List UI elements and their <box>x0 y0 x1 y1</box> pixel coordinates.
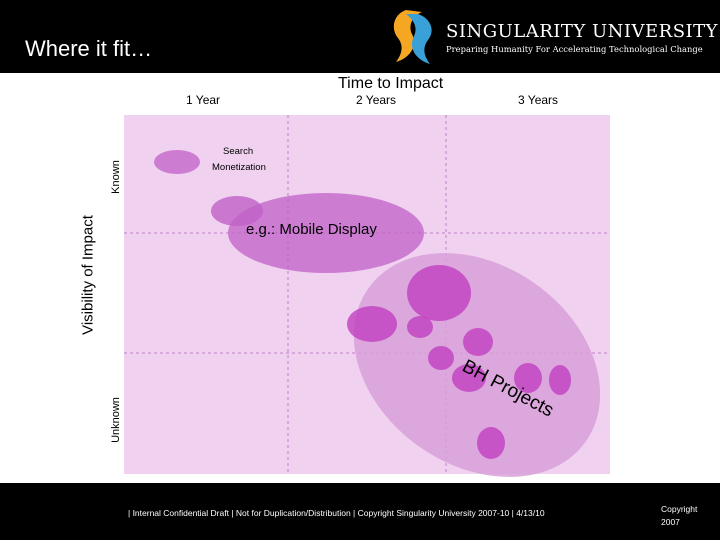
singularity-swirl-icon <box>393 10 432 64</box>
header-bar <box>0 0 720 73</box>
slide-title: Where it fit… <box>25 36 153 61</box>
x-tick-3-years: 3 Years <box>518 93 559 107</box>
bubble-bh-9 <box>477 427 505 459</box>
footer-bar <box>0 483 720 540</box>
bubble-bh-6 <box>452 364 486 392</box>
x-axis-title: Time to Impact <box>338 75 444 92</box>
bubble-bh-2 <box>347 306 397 342</box>
mobile-display-label: e.g.: Mobile Display <box>246 221 377 238</box>
bubble-bh-3 <box>407 316 433 338</box>
monetization-label: Monetization <box>212 162 266 173</box>
bubble-known-small <box>154 150 200 174</box>
x-tick-1-year: 1 Year <box>186 93 221 107</box>
bubble-bh-4 <box>463 328 493 356</box>
copyright-line-1: Copyright <box>661 504 698 514</box>
search-label: Search <box>223 146 254 157</box>
footer-text: | Internal Confidential Draft | Not for … <box>128 508 545 518</box>
logo-tagline: Preparing Humanity For Accelerating Tech… <box>446 44 703 54</box>
bubble-bh-5 <box>428 346 454 370</box>
bubble-bh-7 <box>514 363 542 393</box>
logo-name: SINGULARITY UNIVERSITY <box>446 21 719 42</box>
copyright-notice: Copyright 2007 <box>661 503 711 529</box>
copyright-line-2: 2007 <box>661 517 680 527</box>
x-tick-2-years: 2 Years <box>356 93 397 107</box>
bubble-mobile-display <box>228 193 424 273</box>
bubble-bh-8 <box>549 365 571 395</box>
logo: SINGULARITY UNIVERSITY Preparing Humanit… <box>388 8 718 66</box>
bubble-bh-1 <box>407 265 471 321</box>
